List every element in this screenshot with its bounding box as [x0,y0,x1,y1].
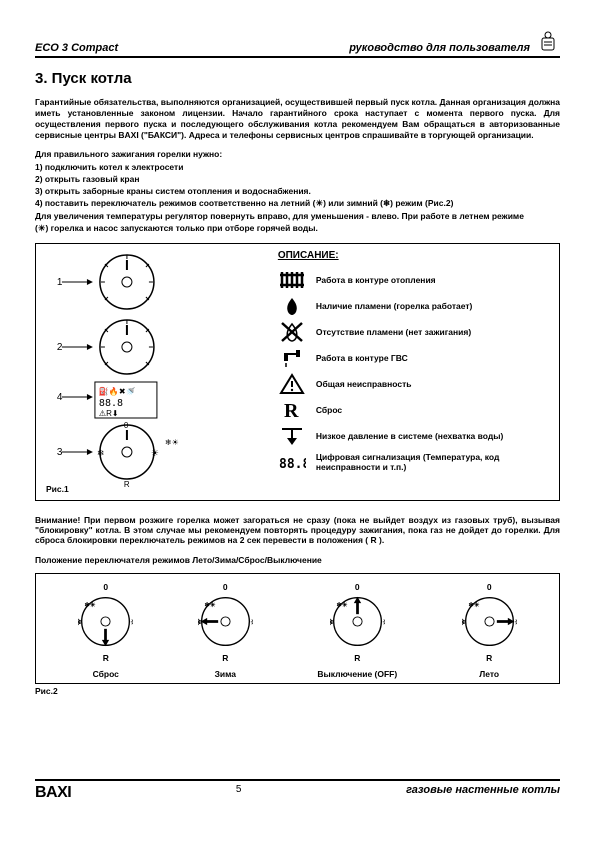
desc-row-reset: R Сброс [278,399,549,421]
page-header: ECO 3 Compact руководство для пользовате… [35,30,560,58]
desc-row-pressure: Низкое давление в системе (нехватка воды… [278,425,549,447]
tap-icon [278,347,306,369]
attention-text: Внимание! При первом розжиге горелка мож… [35,515,560,545]
no-flame-icon [278,321,306,343]
page-number: 5 [236,784,242,795]
svg-text:⚠R⬇: ⚠R⬇ [99,409,119,418]
svg-text:☀: ☀ [131,618,134,627]
svg-text:☀: ☀ [514,618,517,627]
dial-reset: 0 ❄☀ ❄☀ R Сброс [78,582,133,679]
low-pressure-icon [278,425,306,447]
dial-icon: ❄☀ ❄☀ [330,594,385,649]
modes-heading: Положение переключателя режимов Лето/Зим… [35,555,560,565]
svg-text:88.8: 88.8 [279,457,306,472]
svg-text:88.8: 88.8 [99,398,123,409]
dial-icon: ❄☀ ❄☀ [198,594,253,649]
step-1: 1) подключить котел к электросети [35,162,560,172]
svg-text:❄: ❄ [462,618,465,627]
step-4: 4) поставить переключатель режимов соотв… [35,198,560,209]
footer-tagline: газовые настенные котлы [406,784,560,796]
modes-panel: 0 ❄☀ ❄☀ R Сброс 0 [35,573,560,684]
brand-logo: BAXI [35,784,71,802]
svg-text:0: 0 [124,421,129,430]
desc-row-noflame: Отсутствие пламени (нет зажигания) [278,321,549,343]
figure-2-label: Рис.2 [35,686,560,696]
dial-summer: 0 ❄☀ ❄☀ R Лето [462,582,517,679]
paragraph-1: Гарантийные обязательства, выполняются о… [35,97,560,141]
svg-text:R: R [124,480,130,489]
step-3: 3) открыть заборные краны систем отоплен… [35,186,560,196]
boiler-icon [536,30,560,54]
svg-text:❄: ❄ [97,448,105,458]
svg-text:R: R [284,400,299,421]
instructions-heading: Для правильного зажигания горелки нужно: [35,149,560,159]
product-name: ECO 3 Compact [35,42,118,54]
svg-text:❄☀: ❄☀ [336,602,347,609]
dial-icon: ❄☀ ❄☀ [78,594,133,649]
warning-icon [278,373,306,395]
step-2: 2) открыть газовый кран [35,174,560,184]
svg-text:❄☀: ❄☀ [85,602,96,609]
dial-icon: ❄☀ ❄☀ [462,594,517,649]
dial-winter: 0 ❄☀ ❄☀ R Зима [198,582,253,679]
desc-row-heating: Работа в контуре отопления [278,269,549,291]
page-footer: BAXI 5 газовые настенные котлы [35,779,560,802]
svg-text:⛽🔥✖🚿: ⛽🔥✖🚿 [99,386,136,396]
paragraph-2b: (☀) горелка и насос запускаются только п… [35,223,560,234]
desc-row-dhw: Работа в контуре ГВС [278,347,549,369]
desc-row-flame: Наличие пламени (горелка работает) [278,295,549,317]
radiator-icon [278,269,306,291]
svg-text:❄: ❄ [198,618,201,627]
section-title: 3. Пуск котла [35,70,560,87]
svg-text:❄☀: ❄☀ [204,602,215,609]
svg-text:☀: ☀ [382,618,385,627]
svg-text:❄☀: ❄☀ [468,602,479,609]
paragraph-2: Для увеличения температуры регулятор пов… [35,211,560,221]
dial-off: 0 ❄☀ ❄☀ R Выключение (OFF) [317,582,397,679]
svg-text:❄: ❄ [330,618,333,627]
description-title: ОПИСАНИЕ: [278,250,549,261]
reset-icon: R [278,399,306,421]
header-subtitle: руководство для пользователя [349,42,530,54]
desc-row-fault: Общая неисправность [278,373,549,395]
svg-text:☀: ☀ [151,448,159,458]
svg-text:❄☀: ❄☀ [165,438,179,447]
flame-icon [278,295,306,317]
description-panel: 1 2 [35,243,560,501]
desc-row-digital: 88.8 Цифровая сигнализация (Температура,… [278,451,549,473]
digital-display-icon: 88.8 [278,451,306,473]
svg-text:☀: ☀ [250,618,253,627]
svg-text:❄: ❄ [78,618,81,627]
control-panel-diagram: 1 2 [46,250,268,490]
